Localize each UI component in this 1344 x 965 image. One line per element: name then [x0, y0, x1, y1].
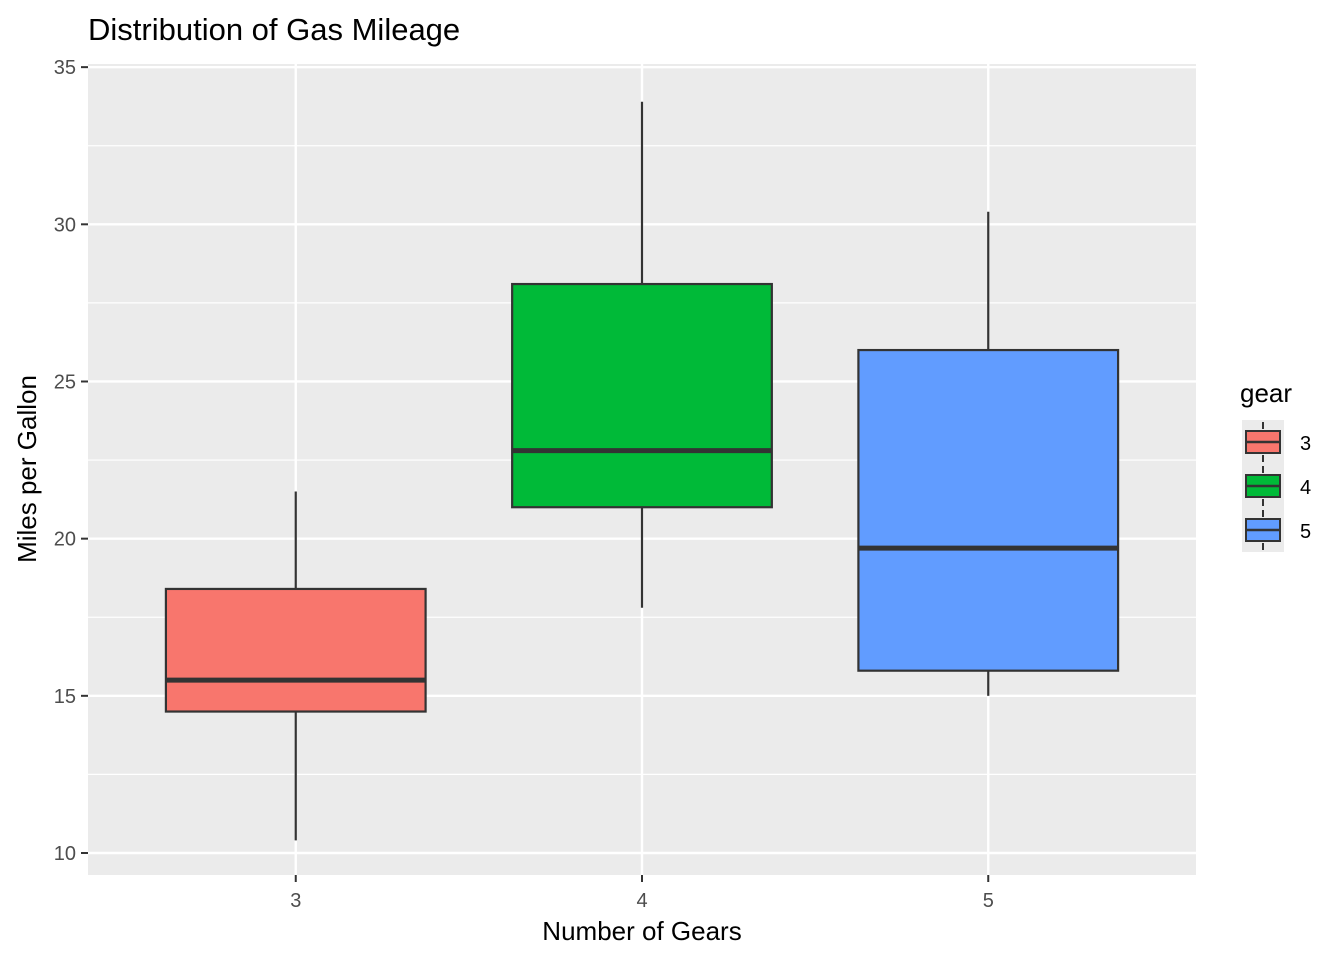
- legend: gear 3 4 5: [1240, 378, 1311, 552]
- chart-title: Distribution of Gas Mileage: [88, 12, 460, 47]
- y-axis-label: Miles per Gallon: [12, 375, 42, 563]
- y-tick-label: 10: [54, 843, 76, 865]
- axes-layer: 10 15 20 25 30 35 3 4 5: [54, 57, 994, 912]
- legend-entry-3: 3: [1242, 420, 1311, 464]
- iqr-box: [164, 587, 427, 713]
- box-group-gear-4: [511, 101, 773, 608]
- x-axis-label: Number of Gears: [542, 916, 741, 946]
- legend-label: 4: [1300, 477, 1311, 499]
- y-tick-label: 30: [54, 214, 76, 236]
- x-tick-label: 3: [290, 890, 301, 912]
- legend-entry-5: 5: [1242, 508, 1311, 552]
- y-tick-label: 20: [54, 529, 76, 551]
- x-tick-label: 5: [983, 890, 994, 912]
- x-tick-label: 4: [636, 890, 647, 912]
- iqr-box: [857, 348, 1120, 672]
- legend-label: 3: [1300, 433, 1311, 455]
- iqr-box: [511, 282, 773, 509]
- y-tick-label: 35: [54, 57, 76, 79]
- legend-label: 5: [1300, 521, 1311, 543]
- y-tick-label: 15: [54, 686, 76, 708]
- legend-entry-4: 4: [1242, 464, 1311, 508]
- legend-title: gear: [1240, 378, 1292, 408]
- box-group-gear-5: [857, 211, 1120, 696]
- boxes-layer: [164, 101, 1120, 841]
- box-group-gear-3: [164, 491, 427, 841]
- y-tick-label: 25: [54, 371, 76, 393]
